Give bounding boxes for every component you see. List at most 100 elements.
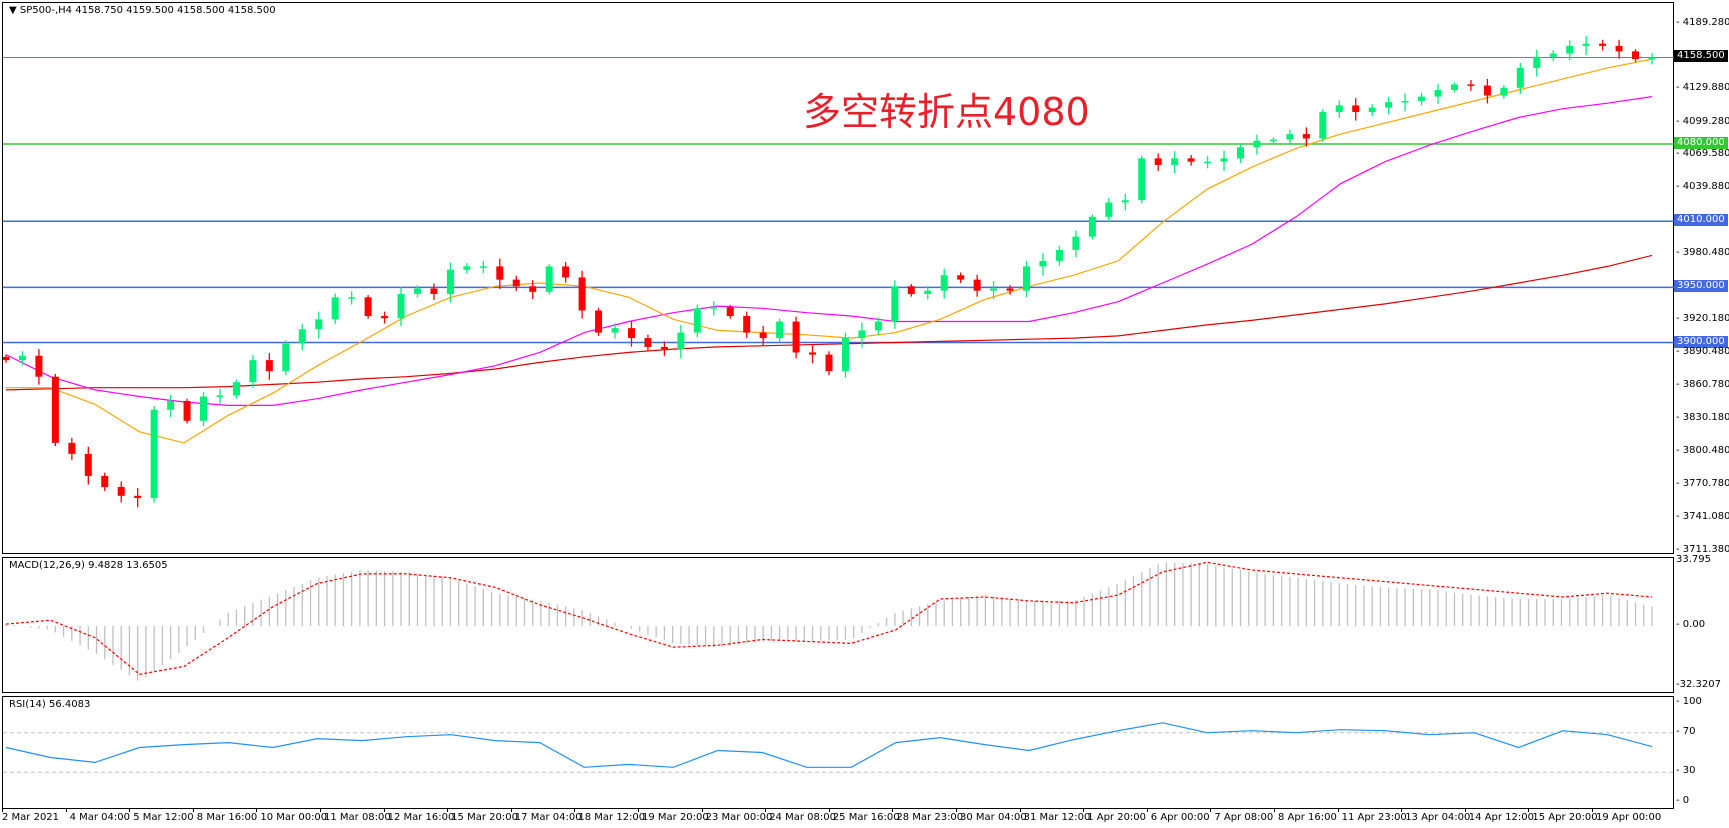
candle-body bbox=[397, 293, 405, 319]
candle-body bbox=[1253, 140, 1261, 148]
price-tick: - 3890.480 bbox=[1676, 345, 1729, 357]
candle-body bbox=[1401, 101, 1409, 103]
candle-body bbox=[1286, 134, 1294, 140]
time-tick bbox=[192, 808, 194, 812]
time-label: 11 Mar 08:00 bbox=[324, 812, 391, 823]
ma-mid-line bbox=[5, 96, 1653, 406]
time-tick bbox=[1019, 808, 1021, 812]
price-tick: - 3770.780 bbox=[1676, 477, 1729, 489]
candle-body bbox=[1516, 67, 1524, 88]
time-label: 28 Mar 23:00 bbox=[896, 812, 964, 823]
time-label: 4 Mar 04:00 bbox=[69, 812, 130, 823]
time-tick bbox=[1146, 808, 1148, 812]
time-label: 15 Apr 20:00 bbox=[1532, 812, 1598, 823]
candle-body bbox=[1138, 158, 1146, 201]
candle-body bbox=[644, 338, 652, 347]
candle-body bbox=[907, 286, 915, 294]
candle-body bbox=[232, 382, 240, 396]
candle-body bbox=[825, 354, 833, 372]
macd-title: MACD(12,26,9) 9.4828 13.6505 bbox=[9, 560, 168, 571]
candle-body bbox=[611, 328, 619, 333]
candle-body bbox=[496, 266, 504, 280]
candle-body bbox=[1269, 139, 1277, 142]
candle-body bbox=[1319, 112, 1327, 139]
candle-body bbox=[710, 307, 718, 309]
time-tick bbox=[638, 808, 639, 812]
rsi-pane[interactable]: RSI(14) 56.4083 bbox=[2, 696, 1675, 809]
candle-body bbox=[364, 297, 372, 317]
time-tick bbox=[1210, 808, 1212, 812]
rsi-axis-tick: - 70 bbox=[1676, 725, 1696, 737]
price-tick: - 3800.480 bbox=[1676, 445, 1729, 457]
candle-body bbox=[1549, 53, 1557, 57]
time-tick bbox=[320, 808, 321, 812]
candle-body bbox=[430, 288, 438, 294]
candle-body bbox=[512, 279, 520, 287]
price-tick: - 3920.180 bbox=[1676, 313, 1729, 325]
candle-body bbox=[1582, 43, 1590, 46]
candle-body bbox=[891, 286, 899, 322]
collapse-triangle-icon[interactable]: ▼ bbox=[9, 5, 17, 16]
price-chart-pane[interactable]: ▼ SP500-,H4 4158.750 4159.500 4158.500 4… bbox=[2, 2, 1675, 554]
candle-body bbox=[1615, 45, 1623, 52]
rsi-title: RSI(14) 56.4083 bbox=[9, 699, 91, 710]
candle-body bbox=[545, 266, 553, 292]
candle-body bbox=[35, 355, 43, 377]
price-tick: - 4039.880 bbox=[1676, 181, 1729, 193]
time-label: 18 Mar 12:00 bbox=[578, 812, 646, 823]
candle-body bbox=[1154, 158, 1162, 165]
chart-header: ▼ SP500-,H4 4158.750 4159.500 4158.500 4… bbox=[9, 5, 276, 16]
candle-body bbox=[1105, 202, 1113, 217]
candle-body bbox=[957, 275, 965, 280]
time-tick bbox=[892, 808, 894, 812]
candle-body bbox=[414, 288, 421, 294]
price-tick: - 4129.880 bbox=[1676, 82, 1729, 93]
time-label: 19 Mar 20:00 bbox=[642, 812, 709, 823]
candle-body bbox=[167, 400, 175, 410]
candle-body bbox=[841, 338, 849, 372]
candle-body bbox=[677, 332, 685, 350]
candle-body bbox=[1385, 102, 1393, 108]
price-tick: - 3860.780 bbox=[1676, 378, 1729, 390]
macd-pane[interactable]: MACD(12,26,9) 9.4828 13.6505 bbox=[2, 557, 1674, 693]
time-tick bbox=[765, 808, 767, 812]
rsi-line bbox=[5, 722, 1653, 768]
candle-body bbox=[529, 286, 537, 292]
candle-body bbox=[924, 290, 932, 294]
candle-body bbox=[18, 355, 26, 361]
time-tick bbox=[1083, 808, 1085, 812]
candle-body bbox=[776, 321, 784, 339]
rsi-axis-tick: - 30 bbox=[1676, 765, 1696, 777]
candle-body bbox=[940, 275, 948, 291]
time-tick bbox=[1464, 808, 1466, 812]
level-badge-3950: 3950.000 bbox=[1674, 280, 1728, 293]
candle-body bbox=[1533, 56, 1541, 68]
time-label: 1 Apr 20:00 bbox=[1087, 812, 1147, 823]
candle-body bbox=[3, 356, 10, 361]
candle-body bbox=[216, 395, 224, 397]
candle-body bbox=[265, 360, 273, 372]
macd-axis-tick: 33.795 bbox=[1676, 553, 1711, 565]
time-label: 8 Mar 16:00 bbox=[196, 812, 258, 823]
candle-body bbox=[578, 277, 586, 311]
price-tick: - 4189.280 bbox=[1676, 16, 1729, 28]
candle-body bbox=[693, 308, 701, 333]
time-tick bbox=[256, 808, 258, 812]
candle-body bbox=[1368, 107, 1376, 113]
candle-body bbox=[479, 266, 487, 268]
rsi-axis-tick: - 100 bbox=[1676, 696, 1702, 707]
candle-body bbox=[1335, 105, 1343, 113]
candle-body bbox=[1220, 158, 1228, 162]
candle-body bbox=[1171, 158, 1179, 165]
rsi-canvas bbox=[3, 722, 1675, 773]
candle-body bbox=[562, 266, 570, 278]
macd-canvas bbox=[5, 561, 1653, 681]
time-tick bbox=[383, 808, 385, 812]
candle-body bbox=[84, 453, 92, 476]
annotation-text: 多空转折点4080 bbox=[803, 90, 1090, 134]
candle-body bbox=[1450, 84, 1458, 90]
time-label: 2 Mar 2021 bbox=[2, 812, 60, 823]
time-label: 10 Mar 00:00 bbox=[260, 812, 328, 823]
time-tick bbox=[1337, 808, 1339, 812]
ohlc-values: 4158.750 4159.500 4158.500 4158.500 bbox=[75, 5, 276, 16]
